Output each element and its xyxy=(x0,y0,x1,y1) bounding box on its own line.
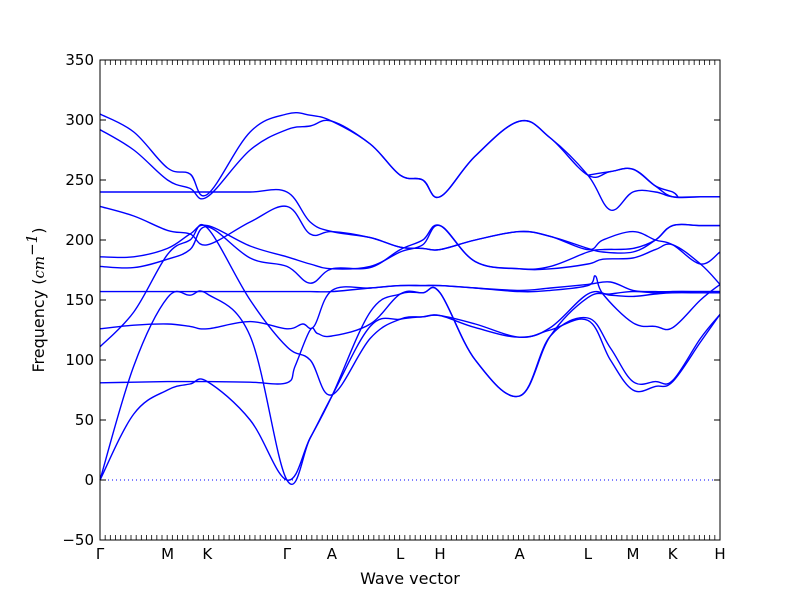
y-tick-label: 300 xyxy=(65,111,94,129)
x-tick-label: A xyxy=(327,545,338,563)
x-tick-label: M xyxy=(626,545,639,563)
plot-frame xyxy=(99,59,721,541)
y-axis-label-unit: cm xyxy=(30,256,48,279)
phonon-branch-10 xyxy=(99,188,721,265)
x-tick-label: K xyxy=(202,545,213,563)
y-tick-label: 200 xyxy=(65,231,94,249)
x-tick-label: H xyxy=(714,545,725,563)
x-tick-label: L xyxy=(396,545,405,563)
y-axis-label: Frequency (cm−1) xyxy=(23,228,48,373)
phonon-branch-7 xyxy=(99,224,721,285)
y-tick-label: −50 xyxy=(62,531,94,549)
y-axis-label-close: ) xyxy=(29,228,48,234)
x-axis-label: Wave vector xyxy=(360,569,460,588)
x-tick-label: H xyxy=(434,545,445,563)
y-tick-label: 0 xyxy=(84,471,94,489)
y-tick-label: 50 xyxy=(75,411,94,429)
y-tick-label: 250 xyxy=(65,171,94,189)
plot-area xyxy=(100,60,720,540)
series-layer xyxy=(99,112,721,485)
phonon-branch-3 xyxy=(99,286,720,398)
y-tick-label: 100 xyxy=(65,351,94,369)
x-tick-label: A xyxy=(514,545,525,563)
y-axis-label-main: Frequency ( xyxy=(29,279,48,373)
x-tick-label: M xyxy=(161,545,174,563)
phonon-branch-6 xyxy=(99,275,721,331)
y-axis-ticks: −50 0 50 100 150 200 250 300 350 xyxy=(62,51,720,549)
y-tick-label: 150 xyxy=(65,291,94,309)
phonon-branch-8 xyxy=(99,223,720,270)
x-tick-label: L xyxy=(584,545,593,563)
x-tick-label: K xyxy=(668,545,679,563)
phonon-branch-13 xyxy=(587,167,679,198)
y-axis-label-exponent: −1 xyxy=(23,234,41,256)
x-tick-label: Γ xyxy=(96,545,105,563)
y-tick-label: 350 xyxy=(65,51,94,69)
x-tick-label: Γ xyxy=(283,545,292,563)
